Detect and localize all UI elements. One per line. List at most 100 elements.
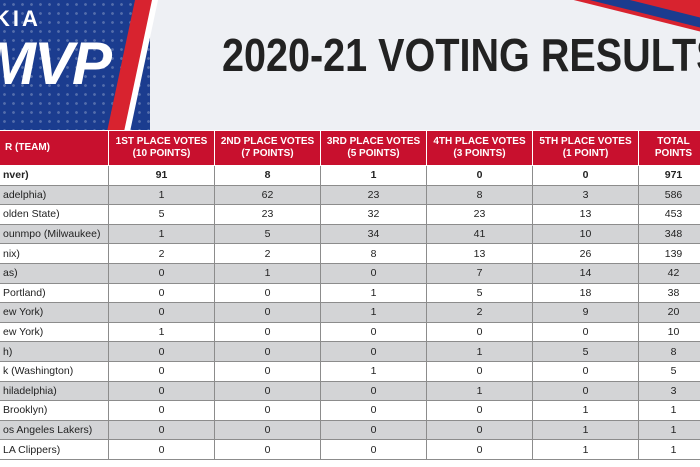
column-header-4th: 4TH PLACE VOTES (3 POINTS) xyxy=(426,130,533,166)
second-place-cell: 0 xyxy=(214,302,321,323)
fourth-place-cell: 0 xyxy=(426,165,533,186)
table-row: nver) 91 8 1 0 0 971 xyxy=(0,165,700,186)
fifth-place-cell: 0 xyxy=(532,321,639,343)
total-points-cell: 5 xyxy=(638,360,700,382)
player-cell: ounmpo (Milwaukee) xyxy=(0,223,109,245)
third-place-cell: 1 xyxy=(320,302,427,323)
second-place-cell: 0 xyxy=(214,321,321,343)
first-place-cell: 1 xyxy=(108,321,215,343)
player-cell: nver) xyxy=(0,165,109,186)
header-banner: KIA MVP 2020-21 VOTING RESULTS xyxy=(0,0,700,130)
player-cell: Brooklyn) xyxy=(0,400,109,421)
first-place-cell: 0 xyxy=(108,282,215,304)
total-points-cell: 10 xyxy=(638,321,700,343)
fourth-place-cell: 8 xyxy=(426,184,533,206)
second-place-cell: 0 xyxy=(214,439,321,460)
table-row: Portland) 0 0 1 5 18 38 xyxy=(0,282,700,304)
column-header-2nd: 2ND PLACE VOTES (7 POINTS) xyxy=(214,130,321,166)
third-place-cell: 0 xyxy=(320,262,427,284)
second-place-cell: 0 xyxy=(214,282,321,304)
table-row: Brooklyn) 0 0 0 0 1 1 xyxy=(0,400,700,421)
fifth-place-cell: 18 xyxy=(532,282,639,304)
first-place-cell: 1 xyxy=(108,184,215,206)
fourth-place-cell: 0 xyxy=(426,419,533,441)
second-place-cell: 0 xyxy=(214,400,321,421)
third-place-cell: 1 xyxy=(320,282,427,304)
second-place-cell: 2 xyxy=(214,243,321,264)
table-body: nver) 91 8 1 0 0 971 adelphia) 1 62 23 8 3 586 olden S… xyxy=(0,165,700,460)
page-title: 2020-21 VOTING RESULTS xyxy=(222,29,700,81)
table-row: ew York) 1 0 0 0 0 10 xyxy=(0,321,700,343)
total-points-cell: 38 xyxy=(638,282,700,304)
fourth-place-cell: 2 xyxy=(426,302,533,323)
fourth-place-cell: 7 xyxy=(426,262,533,284)
table-row: ew York) 0 0 1 2 9 20 xyxy=(0,302,700,323)
fifth-place-cell: 10 xyxy=(532,223,639,245)
total-points-cell: 3 xyxy=(638,380,700,402)
fifth-place-cell: 1 xyxy=(532,419,639,441)
fifth-place-cell: 0 xyxy=(532,380,639,402)
column-header-5th: 5TH PLACE VOTES (1 POINT) xyxy=(532,130,639,166)
table-row: hiladelphia) 0 0 0 1 0 3 xyxy=(0,380,700,402)
kia-logo: KIA xyxy=(0,6,41,31)
fourth-place-cell: 1 xyxy=(426,380,533,402)
table-row: h) 0 0 0 1 5 8 xyxy=(0,341,700,362)
table-header-row: R (TEAM) 1ST PLACE VOTES (10 POINTS) 2ND… xyxy=(0,130,700,166)
player-cell: h) xyxy=(0,341,109,362)
fifth-place-cell: 1 xyxy=(532,439,639,460)
first-place-cell: 2 xyxy=(108,243,215,264)
player-cell: k (Washington) xyxy=(0,360,109,382)
mvp-logo: MVP xyxy=(0,30,112,97)
total-points-cell: 42 xyxy=(638,262,700,284)
third-place-cell: 0 xyxy=(320,400,427,421)
first-place-cell: 0 xyxy=(108,262,215,284)
fourth-place-cell: 1 xyxy=(426,341,533,362)
total-points-cell: 20 xyxy=(638,302,700,323)
third-place-cell: 1 xyxy=(320,360,427,382)
total-points-cell: 139 xyxy=(638,243,700,264)
first-place-cell: 0 xyxy=(108,360,215,382)
first-place-cell: 0 xyxy=(108,380,215,402)
table-row: adelphia) 1 62 23 8 3 586 xyxy=(0,184,700,206)
second-place-cell: 0 xyxy=(214,341,321,362)
fourth-place-cell: 41 xyxy=(426,223,533,245)
column-header-total: TOTAL POINTS xyxy=(638,130,700,166)
total-points-cell: 8 xyxy=(638,341,700,362)
table-row: olden State) 5 23 32 23 13 453 xyxy=(0,204,700,225)
second-place-cell: 1 xyxy=(214,262,321,284)
fourth-place-cell: 0 xyxy=(426,400,533,421)
first-place-cell: 0 xyxy=(108,341,215,362)
third-place-cell: 0 xyxy=(320,419,427,441)
fifth-place-cell: 3 xyxy=(532,184,639,206)
fourth-place-cell: 0 xyxy=(426,360,533,382)
second-place-cell: 8 xyxy=(214,165,321,186)
total-points-cell: 1 xyxy=(638,439,700,460)
fifth-place-cell: 13 xyxy=(532,204,639,225)
third-place-cell: 0 xyxy=(320,380,427,402)
fifth-place-cell: 0 xyxy=(532,165,639,186)
fifth-place-cell: 1 xyxy=(532,400,639,421)
third-place-cell: 0 xyxy=(320,321,427,343)
second-place-cell: 62 xyxy=(214,184,321,206)
fifth-place-cell: 5 xyxy=(532,341,639,362)
table-row: os Angeles Lakers) 0 0 0 0 1 1 xyxy=(0,419,700,441)
fourth-place-cell: 5 xyxy=(426,282,533,304)
table-row: ounmpo (Milwaukee) 1 5 34 41 10 348 xyxy=(0,223,700,245)
first-place-cell: 91 xyxy=(108,165,215,186)
fifth-place-cell: 9 xyxy=(532,302,639,323)
total-points-cell: 586 xyxy=(638,184,700,206)
fifth-place-cell: 14 xyxy=(532,262,639,284)
fourth-place-cell: 23 xyxy=(426,204,533,225)
total-points-cell: 453 xyxy=(638,204,700,225)
second-place-cell: 23 xyxy=(214,204,321,225)
player-cell: nix) xyxy=(0,243,109,264)
player-cell: ew York) xyxy=(0,321,109,343)
third-place-cell: 1 xyxy=(320,165,427,186)
player-cell: olden State) xyxy=(0,204,109,225)
first-place-cell: 0 xyxy=(108,419,215,441)
second-place-cell: 0 xyxy=(214,360,321,382)
total-points-cell: 1 xyxy=(638,400,700,421)
column-header-1st: 1ST PLACE VOTES (10 POINTS) xyxy=(108,130,215,166)
first-place-cell: 0 xyxy=(108,302,215,323)
third-place-cell: 23 xyxy=(320,184,427,206)
